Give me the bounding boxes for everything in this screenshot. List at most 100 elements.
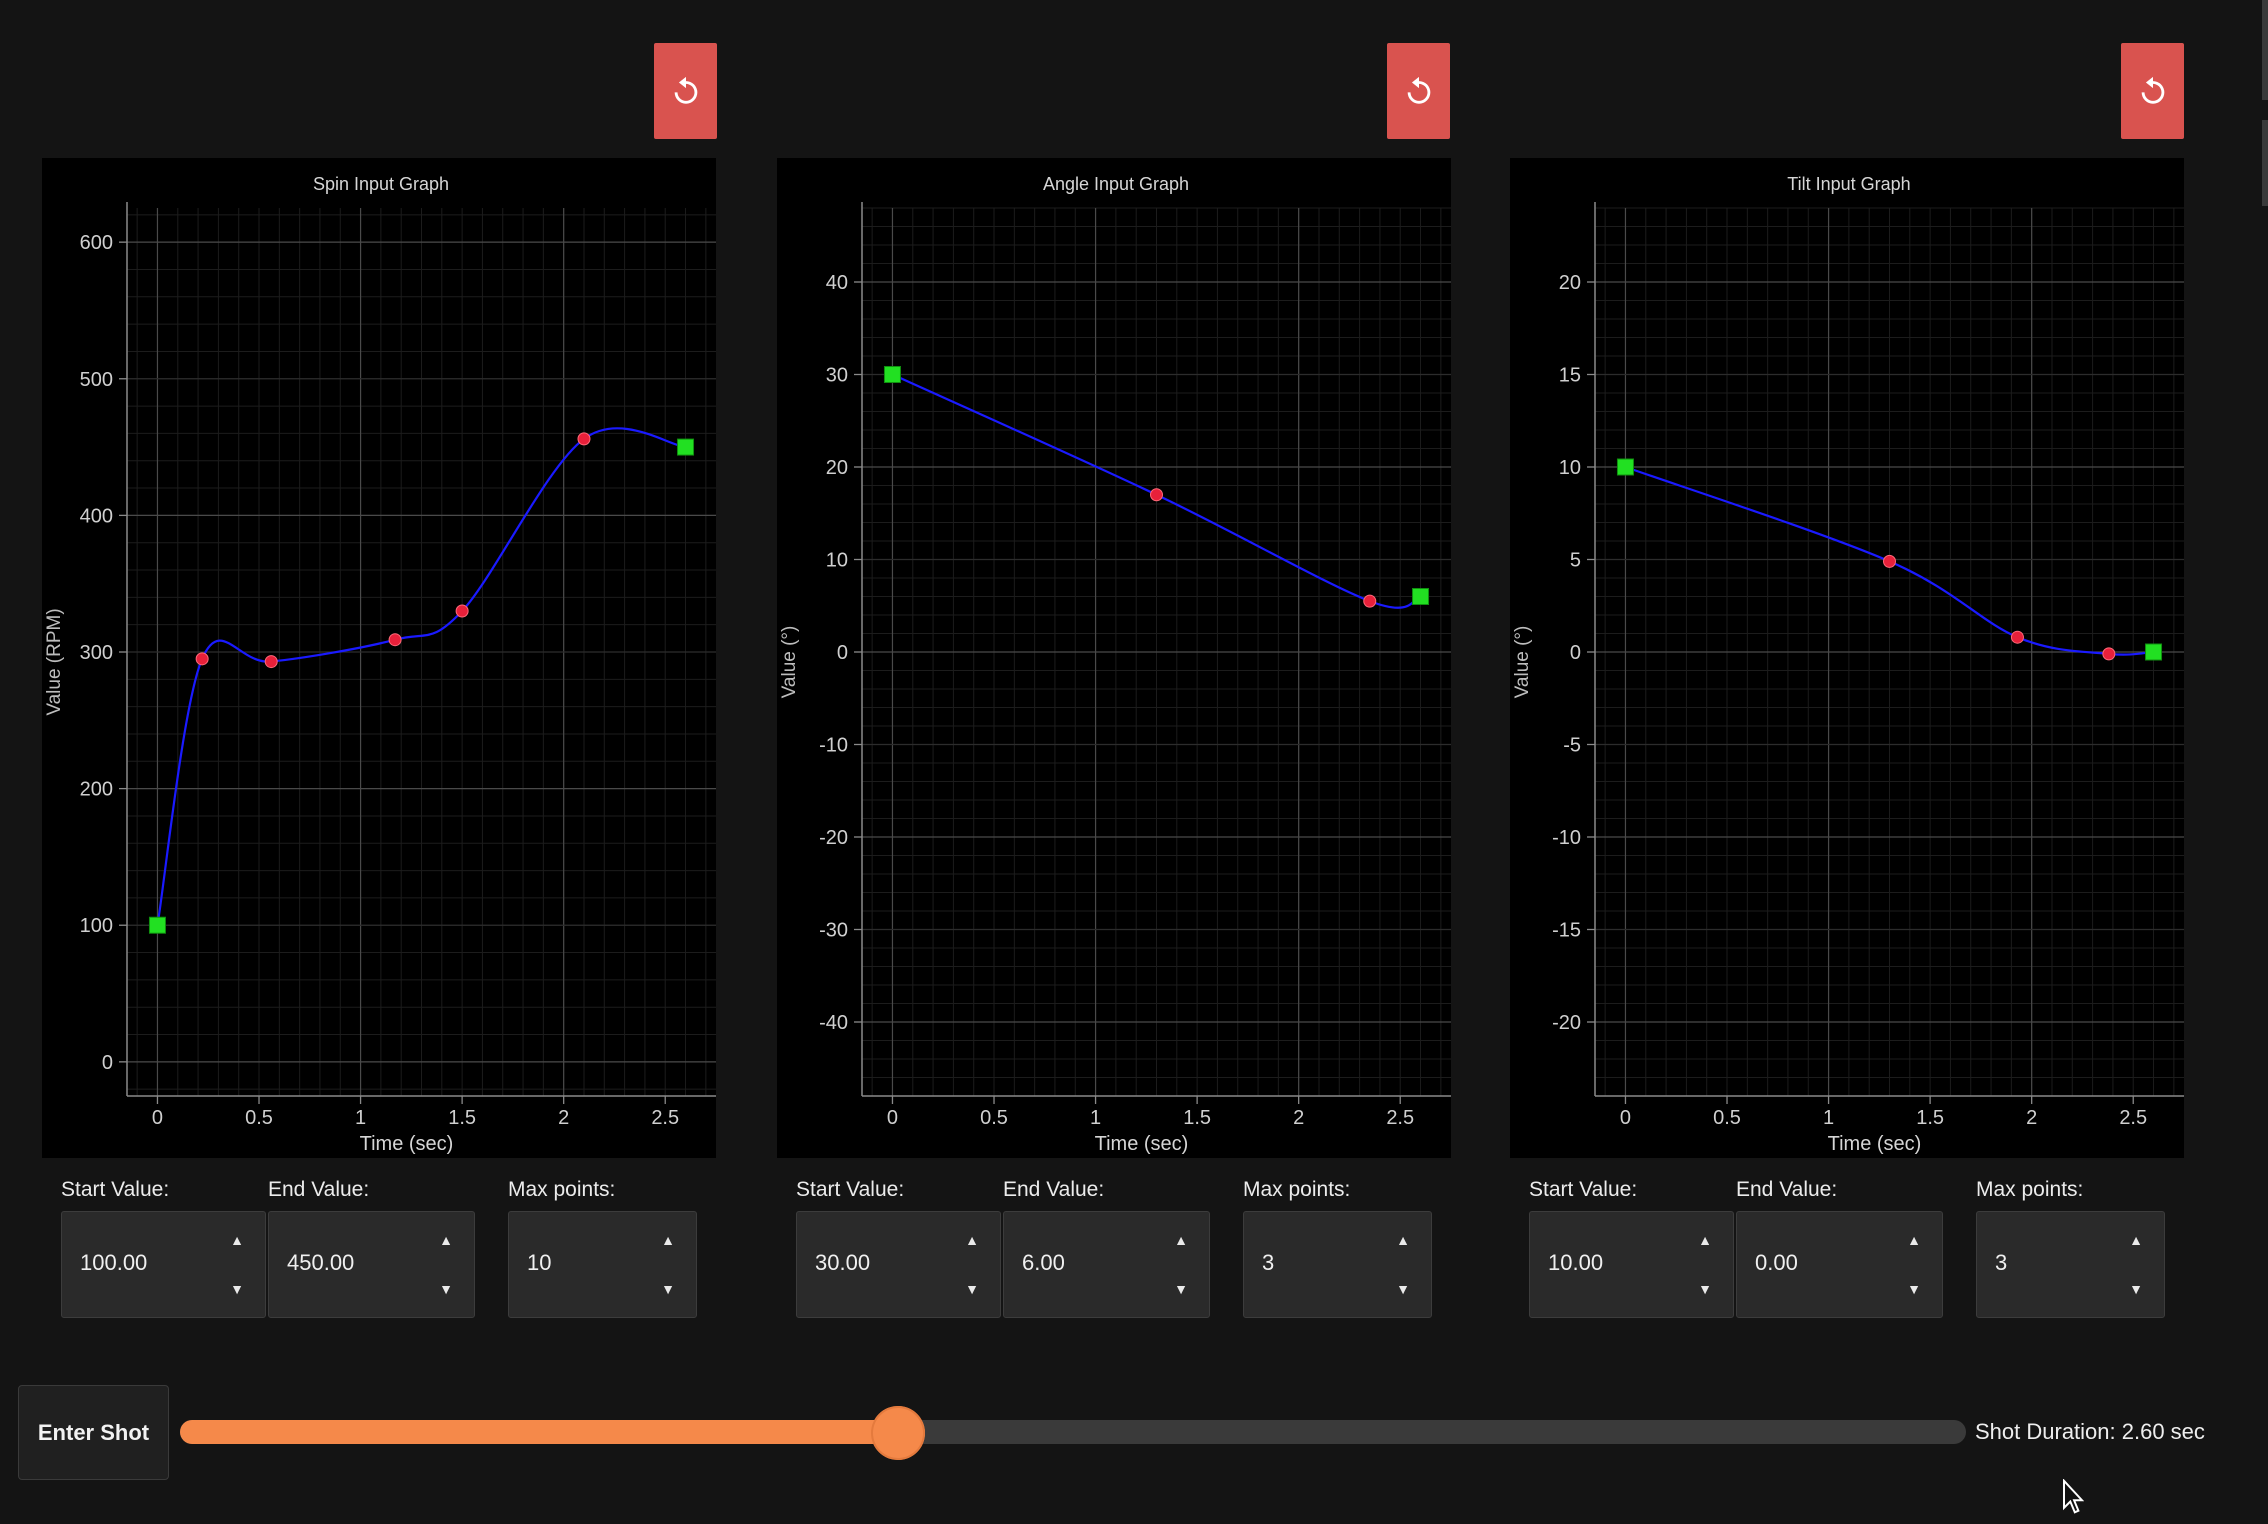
increment-arrow-icon[interactable]: ▲ bbox=[1907, 1232, 1921, 1248]
chart-title: Tilt Input Graph bbox=[1787, 174, 1910, 194]
tilt-reset-button[interactable] bbox=[2121, 43, 2184, 139]
x-tick-label: 2 bbox=[2026, 1107, 2037, 1129]
max-points-label: Max points: bbox=[508, 1178, 616, 1201]
start-value-label: Start Value: bbox=[796, 1178, 905, 1201]
decrement-arrow-icon[interactable]: ▼ bbox=[230, 1281, 244, 1297]
decrement-arrow-icon[interactable]: ▼ bbox=[1396, 1281, 1410, 1297]
spin-max-points-field[interactable]: 10 ▲ ▼ bbox=[508, 1211, 697, 1318]
tilt-max-points-field[interactable]: 3 ▲ ▼ bbox=[1976, 1211, 2165, 1318]
y-axis-label: Value (°) bbox=[1512, 626, 1533, 699]
endpoint-handle[interactable] bbox=[1412, 588, 1430, 605]
control-point[interactable] bbox=[577, 432, 591, 446]
increment-arrow-icon[interactable]: ▲ bbox=[965, 1232, 979, 1248]
tilt-start-value-field[interactable]: 10.00 ▲ ▼ bbox=[1529, 1211, 1734, 1318]
angle-plot[interactable]: 0 0.5 1 1.5 2 2.5 -40 -30 -20 -10 0 10 20 30 40 Angle I… bbox=[777, 158, 1451, 1158]
control-point[interactable] bbox=[1150, 488, 1163, 502]
spin-graph[interactable]: 0 0.5 1 1.5 2 2.5 0 100 200 300 400 500 600 Spin Inpu… bbox=[42, 158, 716, 1158]
reset-icon bbox=[1407, 76, 1430, 104]
shot-duration-slider[interactable] bbox=[180, 1406, 1966, 1460]
y-tick-label: 30 bbox=[826, 365, 848, 387]
end-value-label: End Value: bbox=[268, 1178, 370, 1201]
field-value: 10 bbox=[527, 1250, 552, 1275]
y-tick-label: 10 bbox=[1559, 457, 1581, 479]
control-point[interactable] bbox=[388, 633, 402, 647]
decrement-arrow-icon[interactable]: ▼ bbox=[439, 1281, 453, 1297]
increment-arrow-icon[interactable]: ▲ bbox=[661, 1232, 675, 1248]
x-tick-label: 2.5 bbox=[1386, 1107, 1414, 1129]
x-axis-label: Time (sec) bbox=[1095, 1133, 1189, 1155]
endpoint-handle[interactable] bbox=[1616, 458, 1634, 476]
y-tick-label: 40 bbox=[826, 272, 848, 294]
angle-max-points-field[interactable]: 3 ▲ ▼ bbox=[1243, 1211, 1432, 1318]
angle-graph[interactable]: 0 0.5 1 1.5 2 2.5 -40 -30 -20 -10 0 10 20 30 40 Angle I… bbox=[777, 158, 1451, 1158]
decrement-arrow-icon[interactable]: ▼ bbox=[1698, 1281, 1712, 1297]
tilt-end-value-field[interactable]: 0.00 ▲ ▼ bbox=[1736, 1211, 1943, 1318]
enter-shot-button[interactable]: Enter Shot bbox=[18, 1385, 169, 1480]
start-value-label: Start Value: bbox=[61, 1178, 170, 1201]
increment-arrow-icon[interactable]: ▲ bbox=[439, 1232, 453, 1248]
tilt-plot[interactable]: 0 0.5 1 1.5 2 2.5 -20 -15 -10 -5 0 5 10 15 20 Tilt Inpu… bbox=[1510, 158, 2184, 1158]
major-grid bbox=[862, 208, 1451, 1096]
y-tick-label: 15 bbox=[1559, 365, 1581, 387]
x-tick-label: 1 bbox=[1090, 1107, 1101, 1129]
x-tick-label: 2.5 bbox=[651, 1107, 679, 1129]
y-tick-label: -40 bbox=[819, 1012, 848, 1034]
x-tick-label: 1 bbox=[1823, 1107, 1834, 1129]
decrement-arrow-icon[interactable]: ▼ bbox=[1174, 1281, 1188, 1297]
max-points-label: Max points: bbox=[1976, 1178, 2084, 1201]
tilt-graph[interactable]: 0 0.5 1 1.5 2 2.5 -20 -15 -10 -5 0 5 10 15 20 Tilt Inpu… bbox=[1510, 158, 2184, 1158]
y-tick-label: 20 bbox=[1559, 272, 1581, 294]
endpoint-handle[interactable] bbox=[148, 916, 166, 934]
y-tick-label: 100 bbox=[80, 915, 113, 937]
y-tick-label: -20 bbox=[1552, 1012, 1581, 1034]
x-tick-label: 0 bbox=[152, 1107, 163, 1129]
angle-end-value-field[interactable]: 6.00 ▲ ▼ bbox=[1003, 1211, 1210, 1318]
shot-duration-readout: Shot Duration: 2.60 sec bbox=[1975, 1419, 2205, 1444]
decrement-arrow-icon[interactable]: ▼ bbox=[965, 1281, 979, 1297]
spin-start-value-field[interactable]: 100.00 ▲ ▼ bbox=[61, 1211, 266, 1318]
y-tick-label: -20 bbox=[819, 827, 848, 849]
y-tick-label: 0 bbox=[1570, 642, 1581, 664]
x-tick-label: 2 bbox=[558, 1107, 569, 1129]
angle-reset-button[interactable] bbox=[1387, 43, 1450, 139]
increment-arrow-icon[interactable]: ▲ bbox=[1174, 1232, 1188, 1248]
spin-reset-button[interactable] bbox=[654, 43, 717, 139]
x-tick-label: 0.5 bbox=[1713, 1107, 1741, 1129]
control-point[interactable] bbox=[1883, 554, 1896, 568]
endpoint-handle[interactable] bbox=[677, 438, 695, 456]
slider-thumb[interactable] bbox=[870, 1406, 925, 1460]
x-tick-label: 2 bbox=[1293, 1107, 1304, 1129]
control-point[interactable] bbox=[2010, 630, 2024, 644]
increment-arrow-icon[interactable]: ▲ bbox=[230, 1232, 244, 1248]
spin-end-value-field[interactable]: 450.00 ▲ ▼ bbox=[268, 1211, 475, 1318]
y-tick-label: 400 bbox=[80, 505, 113, 527]
control-point[interactable] bbox=[2102, 647, 2116, 661]
x-tick-label: 1 bbox=[355, 1107, 366, 1129]
y-tick-label: 0 bbox=[102, 1052, 113, 1074]
y-tick-label: -10 bbox=[1552, 827, 1581, 849]
control-point[interactable] bbox=[455, 604, 469, 618]
control-point[interactable] bbox=[195, 652, 209, 666]
y-axis-label: Value (°) bbox=[779, 626, 800, 699]
increment-arrow-icon[interactable]: ▲ bbox=[1396, 1232, 1410, 1248]
decrement-arrow-icon[interactable]: ▼ bbox=[2129, 1281, 2143, 1297]
field-value: 6.00 bbox=[1022, 1250, 1065, 1275]
y-tick-label: 300 bbox=[80, 642, 113, 664]
spin-plot[interactable]: 0 0.5 1 1.5 2 2.5 0 100 200 300 400 500 600 Spin Inpu… bbox=[42, 158, 716, 1158]
decrement-arrow-icon[interactable]: ▼ bbox=[661, 1281, 675, 1297]
endpoint-handle[interactable] bbox=[2145, 643, 2163, 661]
endpoint-handle[interactable] bbox=[883, 366, 901, 383]
y-tick-label: 500 bbox=[80, 369, 113, 391]
slider-fill bbox=[180, 1420, 898, 1444]
major-grid bbox=[127, 208, 716, 1096]
decrement-arrow-icon[interactable]: ▼ bbox=[1907, 1281, 1921, 1297]
y-tick-label: 10 bbox=[826, 550, 848, 572]
increment-arrow-icon[interactable]: ▲ bbox=[2129, 1232, 2143, 1248]
control-point[interactable] bbox=[264, 655, 278, 669]
x-tick-label: 2.5 bbox=[2119, 1107, 2147, 1129]
control-point[interactable] bbox=[1363, 594, 1377, 608]
field-value: 3 bbox=[1262, 1250, 1275, 1275]
x-tick-label: 1.5 bbox=[448, 1107, 476, 1129]
increment-arrow-icon[interactable]: ▲ bbox=[1698, 1232, 1712, 1248]
angle-start-value-field[interactable]: 30.00 ▲ ▼ bbox=[796, 1211, 1001, 1318]
